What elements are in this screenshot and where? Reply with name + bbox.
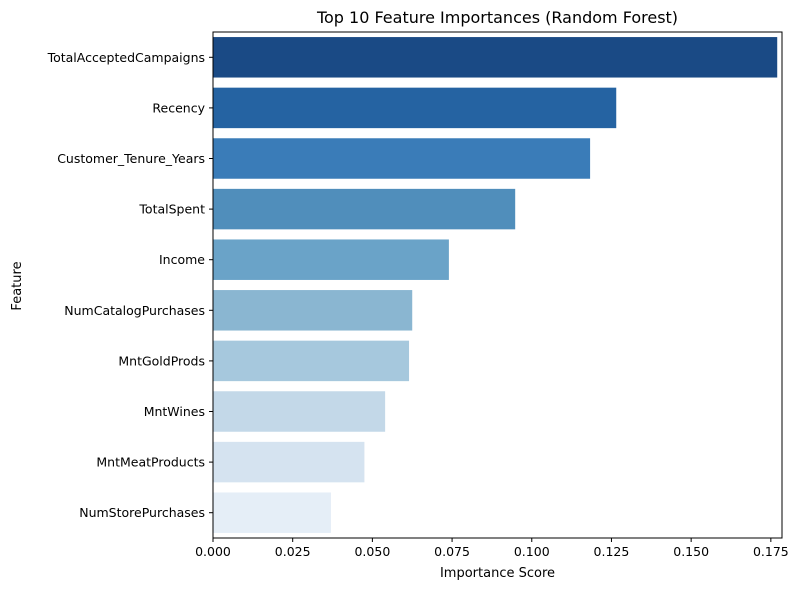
chart-title: Top 10 Feature Importances (Random Fores… <box>316 8 678 27</box>
y-tick-label: Customer_Tenure_Years <box>57 151 205 166</box>
bar-numcatalogpurchases <box>213 290 413 331</box>
y-tick-label: MntWines <box>144 404 205 419</box>
y-tick-label: NumStorePurchases <box>79 505 205 520</box>
x-tick-label: 0.100 <box>514 544 550 559</box>
x-tick-label: 0.025 <box>275 544 311 559</box>
y-tick-label: MntGoldProds <box>118 353 205 368</box>
y-tick-label: NumCatalogPurchases <box>64 303 205 318</box>
x-tick-label: 0.075 <box>434 544 470 559</box>
bars-layer <box>213 37 778 533</box>
bar-mntwines <box>213 391 386 432</box>
bar-mntgoldprods <box>213 340 410 382</box>
x-tick-label: 0.125 <box>594 544 630 559</box>
y-tick-label: Income <box>159 252 205 267</box>
bar-mntmeatproducts <box>213 441 365 483</box>
x-axis-title: Importance Score <box>440 566 555 581</box>
bar-income <box>213 239 449 280</box>
x-tick-label: 0.050 <box>354 544 390 559</box>
x-tick-label: 0.000 <box>195 544 231 559</box>
y-axis-title: Feature <box>10 261 25 310</box>
y-tick-label: MntMeatProducts <box>96 455 205 470</box>
y-tick-label: Recency <box>152 100 205 115</box>
x-tick-label: 0.150 <box>673 544 709 559</box>
axes-frame <box>212 31 783 539</box>
bar-totalacceptedcampaigns <box>213 37 778 78</box>
bar-numstorepurchases <box>213 492 331 533</box>
x-axis-ticks: 0.000 0.025 0.050 0.075 0.100 0.125 0.150 0.175 <box>195 538 789 559</box>
bar-totalspent <box>213 188 516 230</box>
plot-border <box>212 31 783 539</box>
y-tick-label: TotalAcceptedCampaigns <box>47 50 205 65</box>
x-tick-label: 0.175 <box>753 544 789 559</box>
y-tick-label: TotalSpent <box>138 202 205 217</box>
y-axis-ticks: TotalAcceptedCampaigns Recency Customer_Te… <box>47 50 213 520</box>
bar-customer-tenure-years <box>213 138 591 179</box>
bar-recency <box>213 87 617 129</box>
